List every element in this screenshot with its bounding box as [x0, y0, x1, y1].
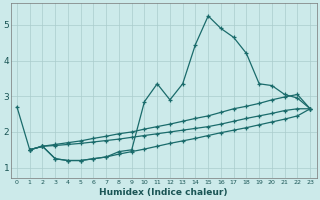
- X-axis label: Humidex (Indice chaleur): Humidex (Indice chaleur): [99, 188, 228, 197]
